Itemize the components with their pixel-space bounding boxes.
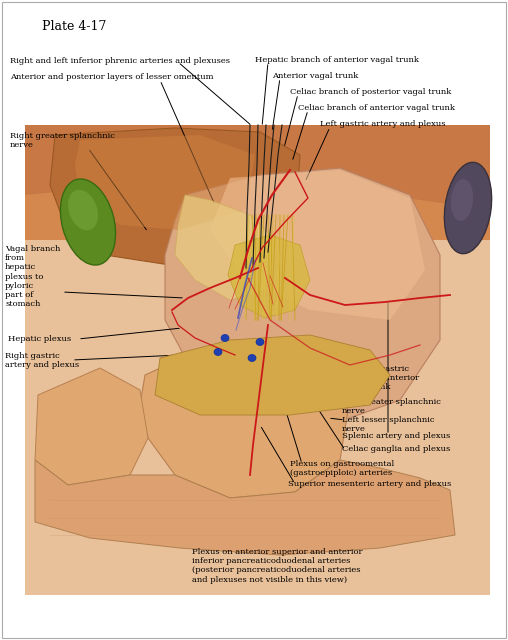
Ellipse shape bbox=[451, 179, 473, 221]
Text: Plate 4-17: Plate 4-17 bbox=[42, 20, 106, 33]
Polygon shape bbox=[25, 125, 490, 595]
Polygon shape bbox=[50, 128, 300, 265]
Text: Left lesser splanchnic
nerve: Left lesser splanchnic nerve bbox=[342, 416, 434, 433]
Ellipse shape bbox=[221, 335, 229, 342]
Polygon shape bbox=[35, 368, 148, 485]
Polygon shape bbox=[175, 195, 275, 300]
Text: Celiac ganglia and plexus: Celiac ganglia and plexus bbox=[342, 445, 450, 453]
Text: Right and left inferior phrenic arteries and plexuses: Right and left inferior phrenic arteries… bbox=[10, 57, 230, 65]
Text: Superior mesenteric artery and plexus: Superior mesenteric artery and plexus bbox=[288, 480, 451, 488]
Text: Anterior vagal trunk: Anterior vagal trunk bbox=[272, 72, 358, 80]
Text: Right gastric
artery and plexus: Right gastric artery and plexus bbox=[5, 352, 79, 369]
Ellipse shape bbox=[60, 179, 116, 265]
Polygon shape bbox=[140, 348, 348, 498]
Text: Hepatic branch of anterior vagal trunk: Hepatic branch of anterior vagal trunk bbox=[255, 56, 419, 64]
Text: Splenic artery and plexus: Splenic artery and plexus bbox=[342, 432, 450, 440]
Text: Celiac branch of posterior vagal trunk: Celiac branch of posterior vagal trunk bbox=[290, 88, 452, 96]
Text: Plexus on anterior superior and anterior
inferior pancreaticoduodenal arteries
(: Plexus on anterior superior and anterior… bbox=[192, 548, 363, 584]
Ellipse shape bbox=[256, 339, 264, 346]
Polygon shape bbox=[165, 168, 440, 425]
Text: Plexus on gastroomental
(gastroepiploic) arteries: Plexus on gastroomental (gastroepiploic)… bbox=[290, 460, 394, 477]
Text: Left greater splanchnic
nerve: Left greater splanchnic nerve bbox=[342, 398, 441, 415]
Polygon shape bbox=[75, 135, 255, 230]
Polygon shape bbox=[228, 235, 310, 318]
Polygon shape bbox=[155, 335, 390, 415]
Text: Vagal branch
from
hepatic
plexus to
pyloric
part of
stomach: Vagal branch from hepatic plexus to pylo… bbox=[5, 245, 60, 308]
Text: Left gastric artery and plexus: Left gastric artery and plexus bbox=[320, 120, 446, 128]
Text: Anterior gastric
branch of anterior
vagal trunk: Anterior gastric branch of anterior vaga… bbox=[342, 365, 419, 392]
Polygon shape bbox=[210, 170, 425, 320]
Ellipse shape bbox=[248, 355, 256, 362]
Text: Anterior and posterior layers of lesser omentum: Anterior and posterior layers of lesser … bbox=[10, 73, 213, 81]
Text: Right greater splanchnic
nerve: Right greater splanchnic nerve bbox=[10, 132, 115, 149]
Ellipse shape bbox=[444, 163, 492, 253]
Ellipse shape bbox=[68, 189, 98, 230]
Text: Hepatic plexus: Hepatic plexus bbox=[8, 335, 71, 343]
Polygon shape bbox=[25, 185, 490, 240]
Ellipse shape bbox=[214, 349, 222, 355]
Polygon shape bbox=[25, 125, 490, 240]
Text: Celiac branch of anterior vagal trunk: Celiac branch of anterior vagal trunk bbox=[298, 104, 455, 112]
Polygon shape bbox=[35, 460, 455, 555]
